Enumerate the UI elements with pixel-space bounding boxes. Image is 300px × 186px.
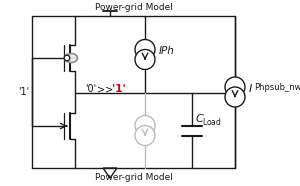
Circle shape [135, 49, 155, 70]
Text: Power-grid Model: Power-grid Model [94, 172, 172, 182]
Text: $\mathregular{Load}$: $\mathregular{Load}$ [202, 116, 222, 127]
Circle shape [135, 116, 155, 135]
Circle shape [64, 55, 70, 61]
Text: IPh: IPh [159, 46, 175, 55]
Text: Phpsub_nwel: Phpsub_nwel [254, 84, 300, 92]
Text: '1': '1' [18, 87, 30, 97]
Text: '0': '0' [85, 84, 97, 94]
Circle shape [135, 126, 155, 145]
Circle shape [225, 87, 245, 107]
Text: $C$: $C$ [195, 111, 205, 124]
Circle shape [135, 39, 155, 60]
Ellipse shape [64, 54, 77, 62]
Text: '1': '1' [112, 84, 126, 94]
Text: $I$: $I$ [248, 82, 253, 94]
Circle shape [225, 77, 245, 97]
Text: Power-grid Model: Power-grid Model [94, 2, 172, 12]
Text: >>: >> [97, 84, 113, 94]
